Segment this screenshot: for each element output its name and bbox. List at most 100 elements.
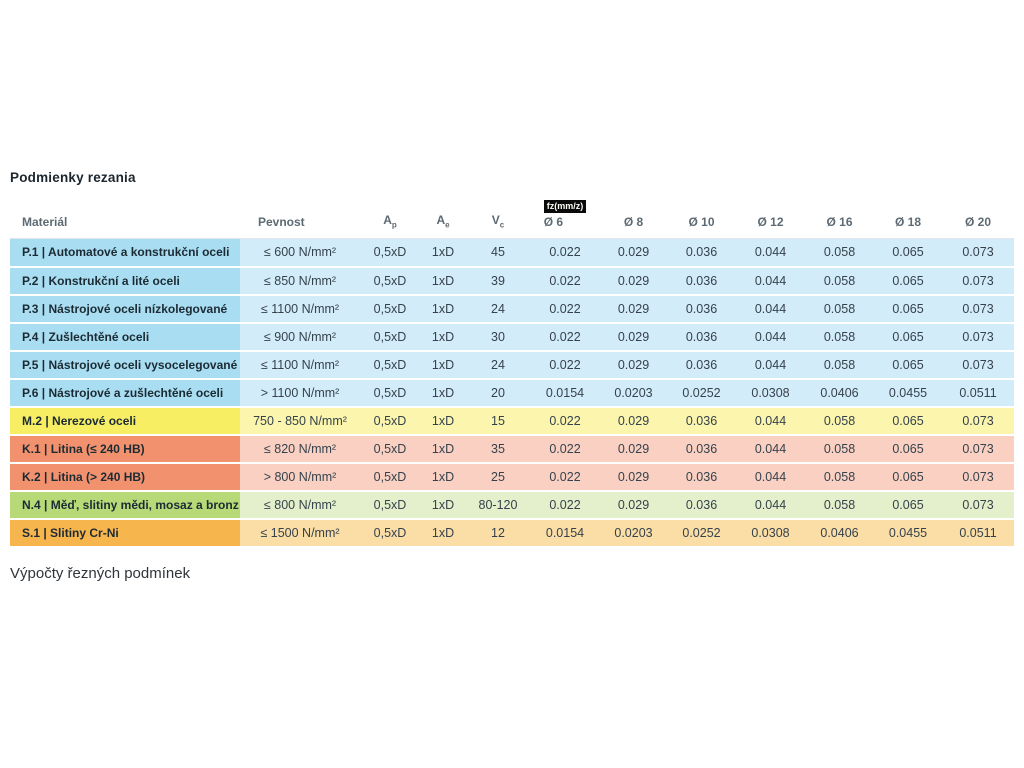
table-row: S.1 | Slitiny Cr-Ni ≤ 1500 N/mm² 0,5xD 1xD 1… [10, 518, 1014, 548]
table-row: K.1 | Litina (≤ 240 HB) ≤ 820 N/mm² 0,5xD 1… [10, 434, 1014, 464]
ae-cell: 1xD [420, 294, 466, 324]
ap-subscript: p [391, 220, 397, 229]
feed-cell-d12: 0.0308 [736, 518, 805, 548]
material-cell: P.6 | Nástrojové a zušlechtěné oceli [10, 378, 240, 408]
ae-cell: 1xD [420, 266, 466, 296]
ap-cell: 0,5xD [360, 322, 420, 352]
feed-cell-d16: 0.058 [805, 490, 874, 520]
column-header-material: Materiál [10, 198, 240, 239]
feed-cell-d16: 0.058 [805, 406, 874, 436]
feed-cell-d12: 0.044 [736, 434, 805, 464]
ap-cell: 0,5xD [360, 434, 420, 464]
feed-cell-d20: 0.073 [942, 322, 1014, 352]
vc-cell: 15 [466, 406, 530, 436]
table-row: K.2 | Litina (> 240 HB) > 800 N/mm² 0,5xD 1… [10, 462, 1014, 492]
feed-cell-d10: 0.0252 [667, 378, 736, 408]
material-cell: K.1 | Litina (≤ 240 HB) [10, 434, 240, 464]
feed-cell-d6: 0.0154 [530, 378, 600, 408]
ap-symbol: A [383, 212, 392, 227]
ae-cell: 1xD [420, 238, 466, 268]
feed-cell-d12: 0.044 [736, 406, 805, 436]
table-row: P.4 | Zušlechtěné oceli ≤ 900 N/mm² 0,5xD 1… [10, 322, 1014, 352]
section-heading-calculations: Výpočty řezných podmínek [10, 564, 191, 582]
dia-6-label: Ø 6 [543, 215, 564, 229]
column-header-dia-6: fz(mm/z) Ø 6 [530, 198, 600, 239]
feed-cell-d10: 0.036 [667, 350, 736, 380]
page: Podmienky rezania Materiál Pevnost Ap Ae… [10, 170, 1014, 582]
feed-cell-d20: 0.073 [942, 462, 1014, 492]
table-row: P.5 | Nástrojové oceli vysocelegované ≤ 1… [10, 350, 1014, 380]
material-cell: P.5 | Nástrojové oceli vysocelegované [10, 350, 240, 380]
feed-cell-d12: 0.044 [736, 322, 805, 352]
feed-cell-d8: 0.0203 [600, 378, 667, 408]
feed-cell-d10: 0.036 [667, 294, 736, 324]
column-header-dia-8: Ø 8 [600, 198, 667, 239]
vc-cell: 45 [466, 238, 530, 268]
feed-cell-d20: 0.0511 [942, 518, 1014, 548]
feed-cell-d8: 0.029 [600, 434, 667, 464]
table-row: P.6 | Nástrojové a zušlechtěné oceli > 11… [10, 378, 1014, 408]
feed-cell-d20: 0.073 [942, 350, 1014, 380]
vc-cell: 39 [466, 266, 530, 296]
material-cell: P.4 | Zušlechtěné oceli [10, 322, 240, 352]
feed-cell-d18: 0.0455 [874, 378, 942, 408]
page-title: Podmienky rezania [10, 170, 136, 185]
column-header-ap: Ap [360, 198, 420, 239]
feed-cell-d12: 0.044 [736, 490, 805, 520]
strength-cell: ≤ 600 N/mm² [240, 238, 360, 268]
feed-cell-d6: 0.022 [530, 238, 600, 268]
feed-cell-d18: 0.065 [874, 266, 942, 296]
ae-cell: 1xD [420, 350, 466, 380]
vc-cell: 80-120 [466, 490, 530, 520]
feed-cell-d10: 0.036 [667, 490, 736, 520]
strength-cell: ≤ 800 N/mm² [240, 490, 360, 520]
strength-cell: ≤ 850 N/mm² [240, 266, 360, 296]
column-header-ae: Ae [420, 198, 466, 239]
ap-cell: 0,5xD [360, 406, 420, 436]
ae-cell: 1xD [420, 518, 466, 548]
feed-cell-d16: 0.058 [805, 294, 874, 324]
feed-cell-d6: 0.0154 [530, 518, 600, 548]
material-cell: M.2 | Nerezové oceli [10, 406, 240, 436]
ap-cell: 0,5xD [360, 378, 420, 408]
feed-cell-d8: 0.029 [600, 294, 667, 324]
feed-unit-badge: fz(mm/z) [543, 200, 587, 213]
feed-cell-d16: 0.058 [805, 266, 874, 296]
ae-subscript: e [445, 220, 450, 229]
feed-cell-d6: 0.022 [530, 434, 600, 464]
strength-cell: > 800 N/mm² [240, 462, 360, 492]
feed-cell-d16: 0.058 [805, 350, 874, 380]
vc-cell: 24 [466, 294, 530, 324]
vc-cell: 30 [466, 322, 530, 352]
column-header-strength: Pevnost [240, 198, 360, 239]
ap-cell: 0,5xD [360, 490, 420, 520]
feed-cell-d20: 0.0511 [942, 378, 1014, 408]
material-cell: P.1 | Automatové a konstrukční oceli [10, 238, 240, 268]
feed-cell-d16: 0.058 [805, 322, 874, 352]
feed-cell-d12: 0.044 [736, 238, 805, 268]
feed-cell-d16: 0.0406 [805, 378, 874, 408]
feed-cell-d18: 0.065 [874, 434, 942, 464]
feed-cell-d18: 0.065 [874, 406, 942, 436]
feed-cell-d12: 0.044 [736, 350, 805, 380]
column-header-dia-18: Ø 18 [874, 198, 942, 239]
vc-symbol: V [491, 212, 500, 227]
ap-cell: 0,5xD [360, 266, 420, 296]
feed-cell-d8: 0.029 [600, 406, 667, 436]
feed-cell-d20: 0.073 [942, 406, 1014, 436]
table-row: P.1 | Automatové a konstrukční oceli ≤ 60… [10, 238, 1014, 268]
feed-cell-d8: 0.029 [600, 238, 667, 268]
ae-cell: 1xD [420, 322, 466, 352]
feed-cell-d12: 0.044 [736, 462, 805, 492]
feed-cell-d18: 0.065 [874, 490, 942, 520]
vc-cell: 25 [466, 462, 530, 492]
feed-cell-d12: 0.044 [736, 266, 805, 296]
feed-cell-d8: 0.029 [600, 322, 667, 352]
feed-cell-d16: 0.058 [805, 462, 874, 492]
feed-cell-d20: 0.073 [942, 238, 1014, 268]
column-header-dia-20: Ø 20 [942, 198, 1014, 239]
material-cell: P.3 | Nástrojové oceli nízkolegované [10, 294, 240, 324]
feed-cell-d8: 0.029 [600, 350, 667, 380]
ap-cell: 0,5xD [360, 294, 420, 324]
feed-cell-d18: 0.065 [874, 462, 942, 492]
